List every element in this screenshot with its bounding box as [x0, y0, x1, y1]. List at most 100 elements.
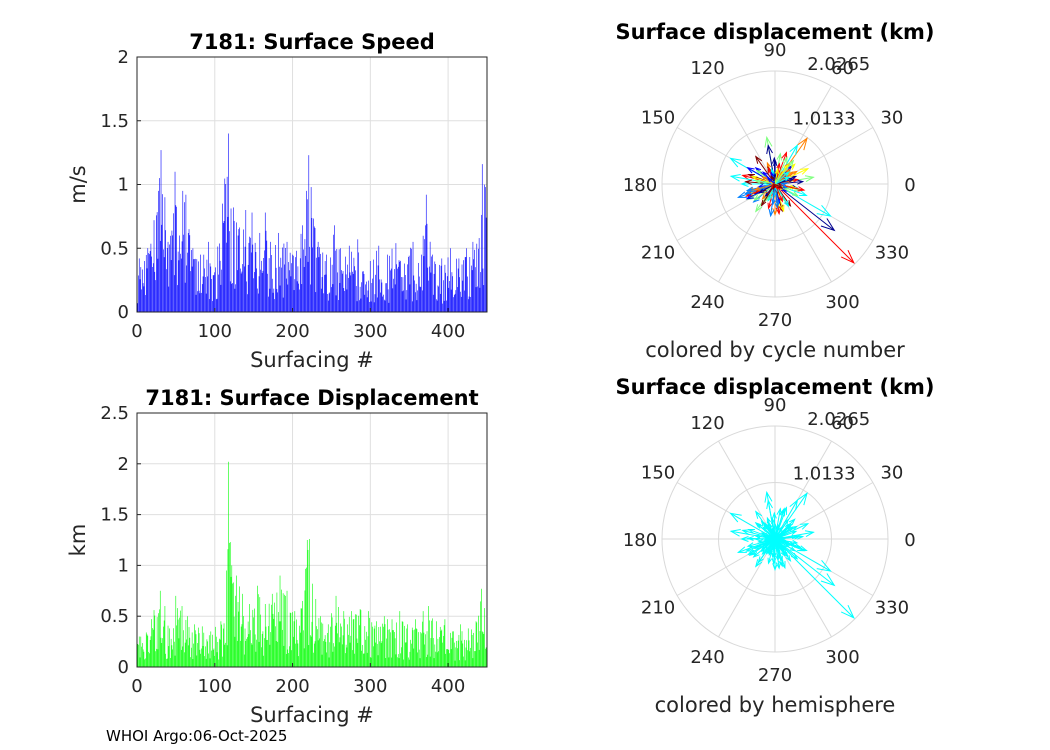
- y-tick-label: 0: [118, 302, 129, 323]
- bar: [336, 249, 338, 312]
- bar: [251, 212, 253, 312]
- arrow-head: [776, 152, 782, 161]
- bar: [460, 291, 461, 312]
- bar: [200, 254, 201, 312]
- bar: [366, 631, 367, 667]
- bar: [162, 194, 163, 312]
- bar: [382, 296, 383, 312]
- bar: [453, 295, 455, 312]
- bar: [140, 636, 142, 667]
- bar: [361, 282, 362, 312]
- bar: [187, 616, 188, 667]
- bar: [147, 248, 149, 312]
- bar: [353, 257, 355, 312]
- bar: [394, 284, 396, 312]
- bar: [238, 611, 240, 667]
- bar: [277, 641, 278, 667]
- arrow-head: [745, 186, 754, 192]
- bar: [335, 295, 337, 312]
- bar: [484, 184, 485, 312]
- bar: [224, 178, 226, 312]
- bar: [201, 626, 203, 667]
- bar: [274, 299, 275, 312]
- bar: [401, 277, 402, 312]
- y-tick-label: 1: [118, 175, 129, 196]
- bar: [150, 243, 152, 312]
- bar: [334, 625, 336, 667]
- arrow-head: [820, 218, 836, 232]
- bar: [241, 624, 243, 667]
- bar: [308, 645, 310, 667]
- arrow: [772, 183, 777, 191]
- bar: [363, 273, 365, 312]
- bar: [163, 626, 164, 667]
- bar: [338, 300, 339, 312]
- bar: [381, 641, 383, 667]
- bar: [457, 640, 459, 667]
- arrow-head: [745, 193, 754, 200]
- arrow-head: [753, 194, 761, 201]
- bar: [236, 222, 237, 312]
- arrow-head: [772, 183, 777, 191]
- bar: [407, 264, 408, 312]
- bar: [373, 302, 375, 312]
- bar: [351, 251, 352, 312]
- angle-label: 240: [690, 647, 724, 668]
- bar: [413, 275, 415, 312]
- bar: [319, 638, 320, 667]
- bar: [429, 266, 430, 312]
- bar: [359, 609, 361, 667]
- bar: [394, 638, 396, 667]
- y-axis-label: km: [66, 524, 90, 557]
- bar: [166, 248, 168, 312]
- bar: [334, 646, 335, 667]
- bar: [481, 164, 483, 312]
- arrow-head: [788, 518, 796, 526]
- bar: [439, 293, 441, 312]
- bar: [383, 294, 384, 312]
- bar: [163, 620, 165, 667]
- arrow-shaft: [774, 524, 792, 540]
- bar: [267, 273, 268, 312]
- bar: [156, 215, 157, 312]
- y-tick-label: 2: [118, 47, 129, 68]
- bar: [363, 653, 365, 667]
- bar: [411, 627, 413, 667]
- bar: [289, 646, 290, 667]
- bar: [285, 595, 286, 667]
- bar: [397, 657, 398, 667]
- bar: [307, 549, 309, 667]
- arrow-head: [745, 191, 754, 197]
- bar: [475, 287, 477, 312]
- bar: [153, 610, 155, 667]
- bar: [306, 567, 307, 667]
- bar: [401, 621, 403, 667]
- bar: [335, 595, 337, 667]
- bar: [399, 261, 401, 312]
- bar: [411, 643, 412, 667]
- arrow-head: [788, 541, 796, 546]
- bar: [355, 614, 356, 667]
- bar: [164, 197, 166, 312]
- bar: [242, 264, 243, 312]
- bar: [333, 643, 334, 667]
- bar: [141, 289, 142, 312]
- bar: [325, 641, 327, 667]
- bar: [347, 264, 348, 312]
- bar: [221, 624, 222, 667]
- bar: [346, 647, 348, 667]
- bar: [427, 654, 429, 667]
- angle-label: 150: [641, 108, 675, 129]
- bar: [332, 284, 334, 312]
- bar: [275, 626, 276, 667]
- arrow-head: [729, 529, 741, 537]
- bar: [424, 239, 425, 312]
- arrow-head: [758, 188, 765, 194]
- bar: [216, 298, 218, 312]
- polar-ring-outer: [661, 425, 889, 653]
- bar: [341, 644, 343, 667]
- bar: [369, 657, 371, 667]
- bar: [264, 638, 265, 667]
- bar: [285, 247, 286, 312]
